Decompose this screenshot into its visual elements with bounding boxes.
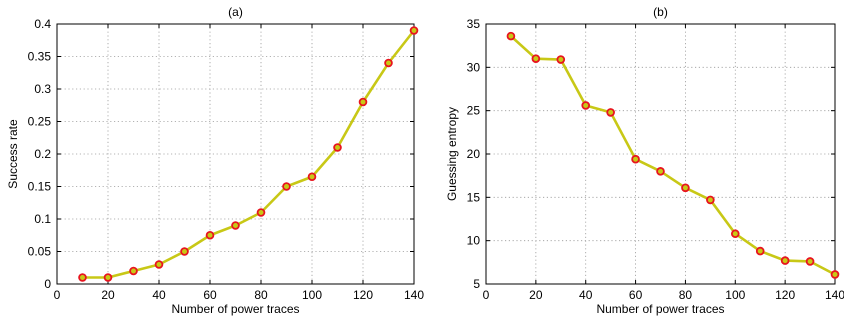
y-axis-label: Guessing entropy: [445, 107, 459, 201]
x-tick-label: 0: [54, 288, 61, 302]
x-tick-label: 60: [629, 288, 643, 302]
y-tick-label: 0.05: [28, 245, 52, 259]
data-point: [78, 273, 87, 282]
x-tick-label: 40: [579, 288, 593, 302]
x-tick-label: 100: [725, 288, 745, 302]
y-tick-label: 15: [467, 190, 481, 204]
x-tick-label: 140: [404, 288, 424, 302]
data-point: [755, 246, 765, 256]
series-line: [82, 29, 416, 279]
y-tick-label: 0.4: [34, 17, 51, 31]
x-tick-label: 40: [152, 288, 166, 302]
data-point: [333, 143, 342, 152]
data-point: [656, 167, 665, 176]
chart-title: (b): [653, 5, 668, 19]
data-point: [506, 31, 516, 41]
data-point: [631, 154, 640, 164]
data-point: [531, 54, 541, 63]
y-tick-label: 20: [467, 147, 481, 161]
x-tick-label: 20: [101, 288, 115, 302]
x-tick-label: 120: [775, 288, 795, 302]
data-point: [180, 247, 189, 256]
x-tick-label: 120: [353, 288, 373, 302]
data-point: [358, 97, 368, 107]
chart-panel-b: 0 20 40 60 80 100 120 140 5 10 15 20 25 30 35 (b) Number…: [445, 5, 844, 316]
y-tick-label: 5: [473, 277, 480, 291]
y-tick-label: 0.1: [34, 212, 51, 226]
x-axis-label: Number of power traces: [171, 302, 299, 316]
x-axis-label: Number of power traces: [596, 302, 724, 316]
data-point: [103, 273, 113, 282]
chart-panel-a: 0 20 40 60 80 100 120 140 0 0.05 0.1 0.15 0.2 0.25 0.3…: [6, 5, 424, 316]
series-line: [510, 35, 836, 276]
y-axis-label: Success rate: [6, 119, 20, 189]
data-point: [307, 172, 317, 182]
chart-title: (a): [228, 5, 243, 19]
y-tick-label: 35: [467, 17, 481, 31]
data-point: [681, 183, 690, 193]
data-point: [780, 256, 790, 265]
data-point: [231, 221, 240, 230]
y-tick-label: 0.2: [34, 147, 51, 161]
x-tick-label: 60: [203, 288, 217, 302]
data-point: [256, 208, 266, 217]
x-tick-label: 0: [483, 288, 490, 302]
x-tick-label: 80: [254, 288, 268, 302]
y-tick-label: 10: [467, 234, 481, 248]
data-point: [556, 55, 566, 64]
y-tick-label: 0.3: [34, 82, 51, 96]
data-point: [129, 266, 138, 276]
data-point: [154, 260, 164, 269]
y-tick-label: 30: [467, 60, 481, 74]
data-point: [606, 108, 615, 117]
data-point: [384, 58, 393, 68]
x-tick-label: 80: [679, 288, 693, 302]
data-point: [830, 270, 840, 279]
x-tick-label: 140: [825, 288, 844, 302]
data-point: [282, 182, 291, 191]
x-tick-label: 20: [529, 288, 543, 302]
data-point: [581, 101, 591, 110]
data-point: [706, 195, 715, 205]
y-tick-label: 0.25: [28, 115, 52, 129]
y-tick-label: 25: [467, 104, 481, 118]
y-tick-label: 0.15: [28, 180, 52, 194]
data-point: [409, 26, 419, 35]
data-point: [205, 230, 215, 240]
y-tick-label: 0: [44, 277, 51, 291]
y-tick-label: 0.35: [28, 50, 52, 64]
data-point: [805, 257, 815, 266]
data-point: [730, 229, 740, 239]
x-tick-label: 100: [302, 288, 322, 302]
